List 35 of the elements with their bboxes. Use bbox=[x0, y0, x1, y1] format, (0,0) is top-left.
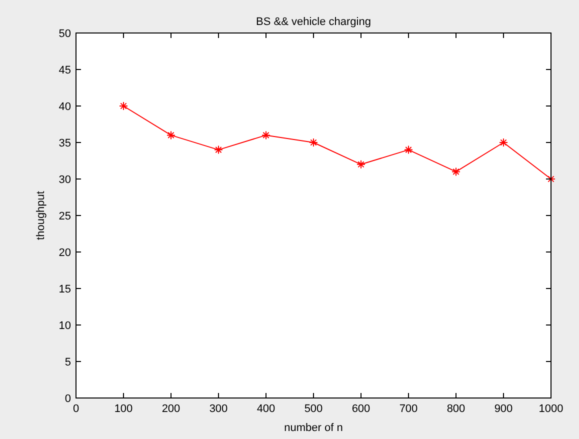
point bbox=[404, 145, 413, 154]
point bbox=[499, 138, 508, 147]
point bbox=[452, 167, 460, 176]
point bbox=[166, 130, 176, 140]
y-tick-label: 40 bbox=[58, 101, 71, 113]
y-tick-label: 5 bbox=[64, 356, 71, 368]
point bbox=[119, 102, 128, 110]
x-tick-label: 0 bbox=[72, 403, 80, 415]
y-tick-label: 25 bbox=[58, 210, 71, 222]
y-tick-label: 0 bbox=[64, 393, 71, 405]
x-tick-label: 300 bbox=[209, 403, 228, 415]
x-tick-label: 700 bbox=[399, 403, 418, 415]
x-axis-title: number of n bbox=[284, 422, 343, 434]
point bbox=[214, 145, 223, 154]
x-tick-label: 500 bbox=[304, 403, 323, 415]
x-tick-label: 900 bbox=[494, 403, 513, 415]
point bbox=[262, 130, 270, 140]
y-tick-label: 50 bbox=[58, 28, 71, 40]
y-tick-label: 30 bbox=[58, 174, 71, 186]
point bbox=[309, 138, 318, 147]
y-tick-label: 20 bbox=[58, 247, 71, 259]
point bbox=[546, 174, 556, 184]
x-tick-label: 400 bbox=[256, 403, 276, 415]
y-axis-title: thoughput bbox=[35, 191, 47, 240]
x-tick-label: 800 bbox=[446, 403, 466, 415]
y-tick-label: 35 bbox=[58, 138, 71, 150]
point bbox=[356, 160, 366, 169]
y-tick-label: 15 bbox=[58, 284, 71, 296]
y-tick-label: 45 bbox=[58, 64, 71, 76]
x-tick-label: 200 bbox=[162, 403, 180, 415]
chart-title: BS && vehicle charging bbox=[256, 16, 371, 28]
y-tick-label: 10 bbox=[58, 320, 71, 332]
x-tick-label: 600 bbox=[352, 403, 370, 415]
x-tick-label: 100 bbox=[114, 403, 133, 415]
x-tick-label: 1000 bbox=[538, 403, 564, 415]
